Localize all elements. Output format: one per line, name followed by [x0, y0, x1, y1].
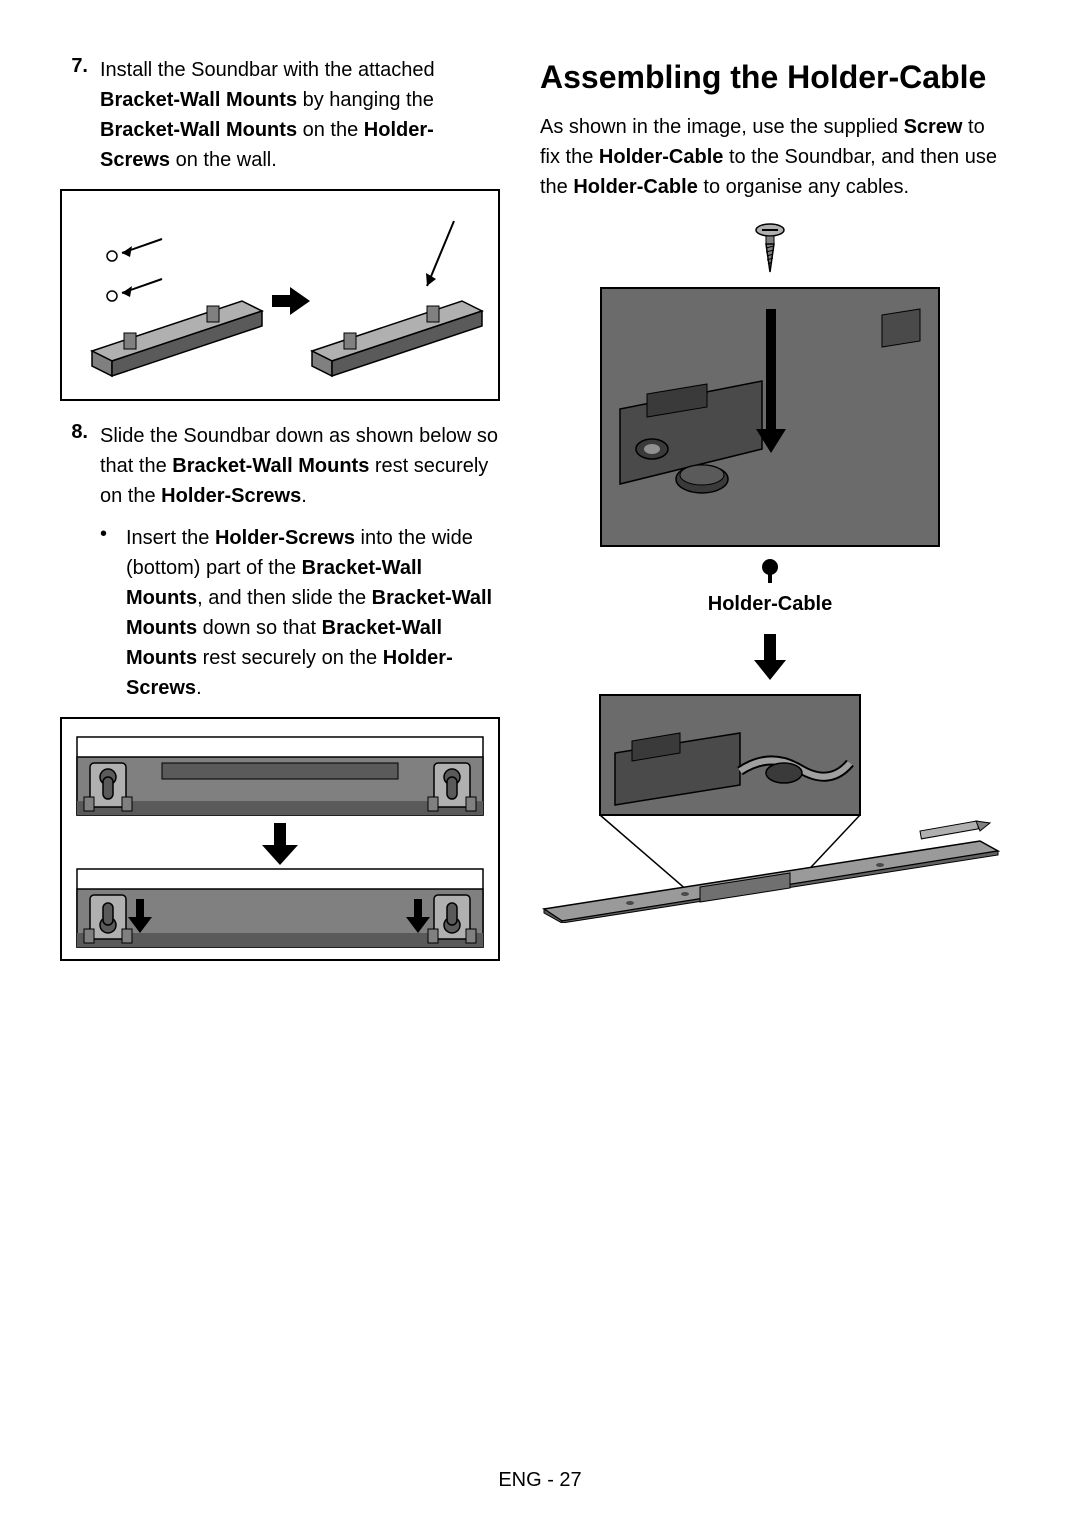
- step-8-text: Slide the Soundbar down as shown below s…: [100, 421, 500, 511]
- step-7-text: Install the Soundbar with the attached B…: [100, 55, 500, 175]
- bold-text: Bracket-Wall Mounts: [172, 455, 369, 477]
- text-segment: on the: [297, 119, 364, 141]
- text-segment: by hanging the: [297, 89, 434, 111]
- bullet-text: Insert the Holder-Screws into the wide (…: [126, 523, 500, 703]
- text-segment: on the wall.: [170, 149, 277, 171]
- right-column: Assembling the Holder-Cable As shown in …: [540, 55, 1000, 981]
- bold-text: Bracket-Wall Mounts: [100, 119, 297, 141]
- text-segment: , and then slide the: [197, 587, 372, 609]
- text-segment: .: [301, 485, 307, 507]
- step-8-number: 8.: [60, 421, 88, 511]
- bold-text: Holder-Screws: [161, 485, 301, 507]
- text-segment: Install the Soundbar with the attached: [100, 59, 435, 81]
- install-diagram-svg: [62, 191, 498, 399]
- step-8: 8. Slide the Soundbar down as shown belo…: [60, 421, 500, 511]
- step-8-bullet: • Insert the Holder-Screws into the wide…: [100, 523, 500, 703]
- arrow-down-icon: [750, 632, 790, 687]
- soundbar-with-callout: [540, 693, 1000, 923]
- paragraph-assembling: As shown in the image, use the supplied …: [540, 112, 1000, 202]
- screw-icon: [750, 222, 790, 281]
- page-footer: ENG - 27: [0, 1469, 1080, 1492]
- bold-text: Holder-Cable: [599, 146, 723, 168]
- heading-assembling: Assembling the Holder-Cable: [540, 59, 1000, 96]
- figure-install-soundbar: [60, 189, 500, 401]
- left-column: 7. Install the Soundbar with the attache…: [60, 55, 500, 981]
- figure-slide-down: [60, 717, 500, 961]
- text-segment: to organise any cables.: [698, 176, 909, 198]
- bullet-symbol: •: [100, 523, 114, 703]
- holder-cable-label: Holder-Cable: [708, 593, 832, 616]
- holder-cable-figures: Holder-Cable: [540, 222, 1000, 923]
- text-segment: As shown in the image, use the supplied: [540, 116, 904, 138]
- bold-text: Holder-Cable: [573, 176, 697, 198]
- text-segment: Insert the: [126, 527, 215, 549]
- connector-pin-icon: [755, 557, 785, 583]
- bold-text: Screw: [904, 116, 963, 138]
- step-7-number: 7.: [60, 55, 88, 175]
- text-segment: .: [196, 677, 202, 699]
- bold-text: Bracket-Wall Mounts: [100, 89, 297, 111]
- slide-down-svg: [62, 719, 498, 959]
- text-segment: down so that: [197, 617, 322, 639]
- step-7: 7. Install the Soundbar with the attache…: [60, 55, 500, 175]
- text-segment: rest securely on the: [197, 647, 383, 669]
- bold-text: Holder-Screws: [215, 527, 355, 549]
- closeup-holder-cable: [600, 287, 940, 547]
